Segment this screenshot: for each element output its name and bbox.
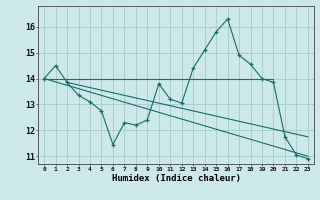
X-axis label: Humidex (Indice chaleur): Humidex (Indice chaleur) [111,174,241,183]
